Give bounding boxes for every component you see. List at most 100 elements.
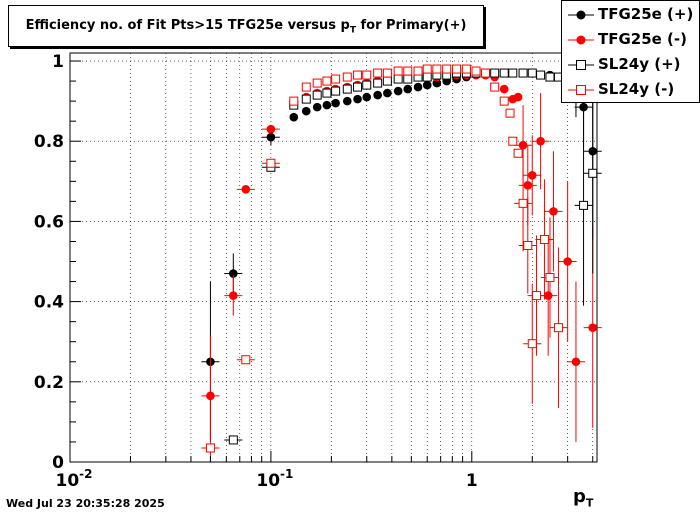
data-point	[523, 181, 533, 190]
data-point	[403, 74, 413, 84]
data-point	[527, 339, 537, 349]
data-point	[536, 136, 545, 146]
y-tick-label: 0	[52, 453, 64, 473]
data-point	[432, 64, 442, 74]
y-tick-label: 0.2	[34, 373, 64, 393]
data-point	[513, 148, 523, 158]
data-point	[353, 82, 363, 92]
data-point	[362, 70, 372, 80]
data-point	[518, 198, 528, 208]
data-point	[532, 291, 542, 301]
grid	[69, 53, 597, 463]
data-point	[422, 80, 432, 90]
data-point	[403, 66, 413, 76]
data-point	[301, 106, 311, 116]
data-point	[301, 82, 311, 92]
open-square-marker-icon	[568, 60, 594, 70]
x-axis-title: pT	[573, 486, 594, 510]
y-tick-label: 0.4	[34, 293, 64, 313]
data-point	[362, 80, 372, 90]
chart-title: Efficiency no. of Fit Pts>15 TFG25e vers…	[25, 18, 467, 36]
data-point	[331, 98, 340, 108]
legend-item: SL24y (-)	[562, 78, 699, 102]
data-point	[527, 170, 537, 180]
legend-item: TFG25e (-)	[562, 28, 699, 52]
data-point	[523, 240, 533, 250]
legend-label: TFG25e (+)	[598, 5, 694, 23]
data-point	[382, 68, 392, 78]
data-point	[312, 90, 322, 100]
data-point	[553, 323, 563, 333]
data-point	[312, 78, 322, 88]
data-point	[322, 88, 332, 98]
data-point	[393, 66, 403, 76]
data-point	[505, 108, 515, 118]
data-point	[539, 234, 549, 244]
data-point	[266, 124, 276, 134]
chart-title-box: Efficiency no. of Fit Pts>15 TFG25e vers…	[8, 5, 484, 47]
data-point	[289, 96, 299, 106]
data-point	[513, 92, 523, 102]
data-point	[518, 140, 528, 150]
data-point	[373, 90, 382, 100]
data-point	[342, 84, 352, 94]
data-point	[480, 68, 490, 78]
data-point	[206, 391, 215, 401]
series-4	[201, 64, 568, 453]
data-point	[527, 68, 537, 78]
data-point	[403, 84, 413, 94]
data-point	[499, 84, 509, 94]
data-point	[241, 185, 251, 194]
data-point	[373, 78, 383, 88]
data-point	[413, 82, 423, 92]
x-tick-label: 1	[466, 471, 478, 491]
data-point	[490, 82, 500, 92]
data-point	[432, 78, 442, 88]
data-point	[413, 66, 423, 76]
data-point	[229, 269, 238, 278]
y-tick-label: 0.6	[34, 212, 64, 232]
data-point	[393, 74, 403, 84]
data-point	[499, 68, 509, 78]
data-point	[549, 207, 558, 216]
data-point	[518, 68, 528, 78]
y-tick-label: 1	[52, 52, 64, 72]
timestamp: Wed Jul 23 20:35:28 2025	[6, 497, 165, 510]
data-point	[342, 72, 352, 82]
data-point	[322, 76, 332, 86]
data-point	[588, 168, 598, 178]
data-point	[563, 257, 572, 266]
data-point	[229, 291, 238, 300]
data-point	[373, 68, 383, 78]
data-point	[588, 323, 598, 332]
data-point	[508, 136, 518, 146]
legend-label: SL24y (-)	[598, 80, 675, 98]
data-point	[471, 66, 481, 76]
data-point	[331, 74, 341, 84]
legend: TFG25e (+) TFG25e (-) SL24y (+) SL24y (-…	[561, 0, 700, 103]
data-point	[353, 94, 362, 104]
data-point	[362, 92, 372, 102]
data-point	[383, 88, 392, 98]
data-point	[266, 132, 276, 142]
plot-area	[69, 52, 598, 463]
data-point	[266, 158, 276, 168]
data-point	[461, 64, 471, 74]
legend-item: TFG25e (+)	[562, 3, 699, 27]
data-point	[508, 68, 518, 78]
data-point	[422, 72, 432, 82]
filled-circle-marker-icon	[568, 10, 594, 20]
data-point	[331, 86, 341, 96]
data-point	[322, 100, 332, 110]
data-point	[393, 86, 403, 96]
data-point	[422, 64, 432, 74]
data-point	[490, 68, 500, 78]
data-point	[205, 443, 215, 453]
data-point	[579, 200, 589, 210]
data-point	[545, 72, 555, 82]
data-point	[353, 70, 363, 80]
data-point	[571, 357, 581, 367]
y-tick-label: 0.8	[34, 132, 64, 152]
data-point	[289, 112, 299, 122]
